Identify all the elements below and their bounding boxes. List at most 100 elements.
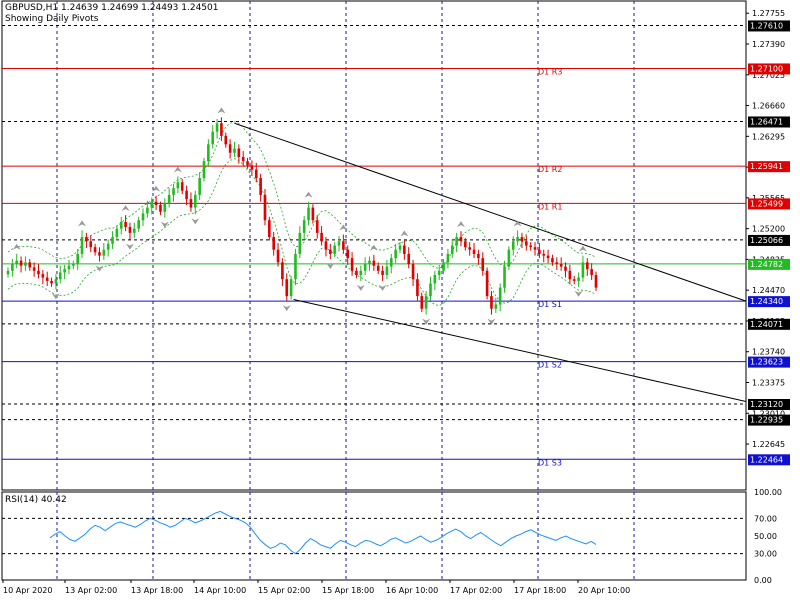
candle-body xyxy=(102,249,106,256)
candle-body xyxy=(429,283,432,297)
price-tag xyxy=(748,296,790,308)
price-tag xyxy=(748,234,790,246)
candle-body xyxy=(564,266,567,271)
candle-body xyxy=(594,275,598,288)
candle-body xyxy=(137,220,140,229)
candle-body xyxy=(346,249,350,259)
fractal-up-icon xyxy=(121,205,130,212)
price-tag xyxy=(748,399,790,411)
pivot-levels: D1 R3 D1 R2 D1 R1 D1 S1 D1 S2 D1 S3 xyxy=(2,24,746,467)
fractal-down-icon xyxy=(51,293,60,300)
candle-body xyxy=(464,241,467,248)
candle-body xyxy=(268,220,271,238)
price-tag xyxy=(748,116,790,128)
fractal-down-icon xyxy=(356,284,365,291)
fractal-down-icon xyxy=(125,243,134,250)
pivot-label: D1 S1 xyxy=(538,300,562,309)
candle-body xyxy=(180,182,184,191)
candle-body xyxy=(472,249,476,254)
fractal-down-icon xyxy=(95,265,104,272)
chart-grid xyxy=(1,0,747,491)
time-tick-label: 13 Apr 18:00 xyxy=(131,586,183,595)
price-tag xyxy=(748,20,790,32)
candle-body xyxy=(63,269,66,273)
candle-body xyxy=(520,237,524,242)
candle-body xyxy=(529,245,532,248)
candle-body xyxy=(250,165,254,170)
price-tick-label: 1.25565 xyxy=(752,194,785,203)
candle-body xyxy=(355,270,358,276)
candle-body xyxy=(41,274,45,278)
rsi-tick-label: 0.00 xyxy=(754,576,772,585)
candle-body xyxy=(80,237,84,254)
candle-body xyxy=(572,279,576,281)
price-tick-label: 1.25200 xyxy=(752,225,785,234)
candle-body xyxy=(163,203,167,212)
candle-body xyxy=(150,201,154,208)
candle-body xyxy=(490,296,493,309)
candle-body xyxy=(67,265,71,270)
price-tick-label: 1.27755 xyxy=(752,9,785,18)
fractal-up-icon xyxy=(400,230,409,237)
candle-body xyxy=(193,194,197,208)
candle-body xyxy=(259,178,262,195)
candle-body xyxy=(176,182,180,189)
time-tick-label: 16 Apr 10:00 xyxy=(386,586,438,595)
time-tick-label: 17 Apr 02:00 xyxy=(450,586,502,595)
candle-body xyxy=(285,279,289,297)
candle-body xyxy=(294,253,297,280)
time-tick-label: 15 Apr 02:00 xyxy=(258,586,310,595)
fractal-markers xyxy=(12,107,587,325)
candle-body xyxy=(485,270,489,297)
pivot-label: D1 R1 xyxy=(538,202,562,211)
trend-channel xyxy=(234,122,747,402)
candle-body xyxy=(146,207,149,214)
price-tag-text: 1.27100 xyxy=(750,64,783,73)
candle-body xyxy=(559,264,563,267)
candle-body xyxy=(215,123,219,132)
price-tag xyxy=(748,161,790,173)
fractal-up-icon xyxy=(12,243,21,250)
fractal-down-icon xyxy=(160,221,169,228)
upper-band xyxy=(7,121,597,269)
candle-body xyxy=(85,237,88,242)
candle-body xyxy=(154,201,158,206)
candle-body xyxy=(307,207,310,221)
candle-body xyxy=(124,221,127,227)
candle-body xyxy=(50,280,53,284)
candle-body xyxy=(442,262,445,271)
rsi-tick-label: 70.00 xyxy=(754,514,777,523)
price-frame xyxy=(1,0,747,491)
time-tick-label: 13 Apr 02:00 xyxy=(65,586,117,595)
price-tag-text: 1.22935 xyxy=(750,416,783,425)
rsi-line xyxy=(49,510,597,555)
candle-body xyxy=(315,220,319,233)
candle-body xyxy=(381,270,384,276)
price-tick-label: 1.27025 xyxy=(752,71,785,80)
candle-body xyxy=(394,249,397,259)
candle-body xyxy=(368,260,371,265)
pivots-subtitle: Showing Daily Pivots xyxy=(5,14,99,24)
candle-body xyxy=(398,245,402,250)
fractal-down-icon xyxy=(282,305,291,312)
candle-body xyxy=(241,156,245,162)
candle-body xyxy=(19,260,23,266)
price-tick-label: 1.24470 xyxy=(752,286,785,295)
time-tick-label: 14 Apr 10:00 xyxy=(194,586,246,595)
candle-body xyxy=(359,270,363,276)
time-tick-label: 17 Apr 18:00 xyxy=(514,586,566,595)
price-tag-text: 1.26471 xyxy=(750,117,783,126)
candle-body xyxy=(533,247,537,250)
candle-body xyxy=(72,264,75,266)
candle-body xyxy=(189,199,193,208)
price-tag-text: 1.24071 xyxy=(750,320,783,329)
candle-body xyxy=(128,226,132,233)
candle-body xyxy=(58,272,62,280)
fractal-up-icon xyxy=(173,166,182,173)
candle-body xyxy=(167,194,171,204)
candle-body xyxy=(385,266,389,276)
candle-body xyxy=(207,144,210,162)
price-tag-text: 1.22464 xyxy=(750,455,783,464)
price-tag xyxy=(748,63,790,75)
